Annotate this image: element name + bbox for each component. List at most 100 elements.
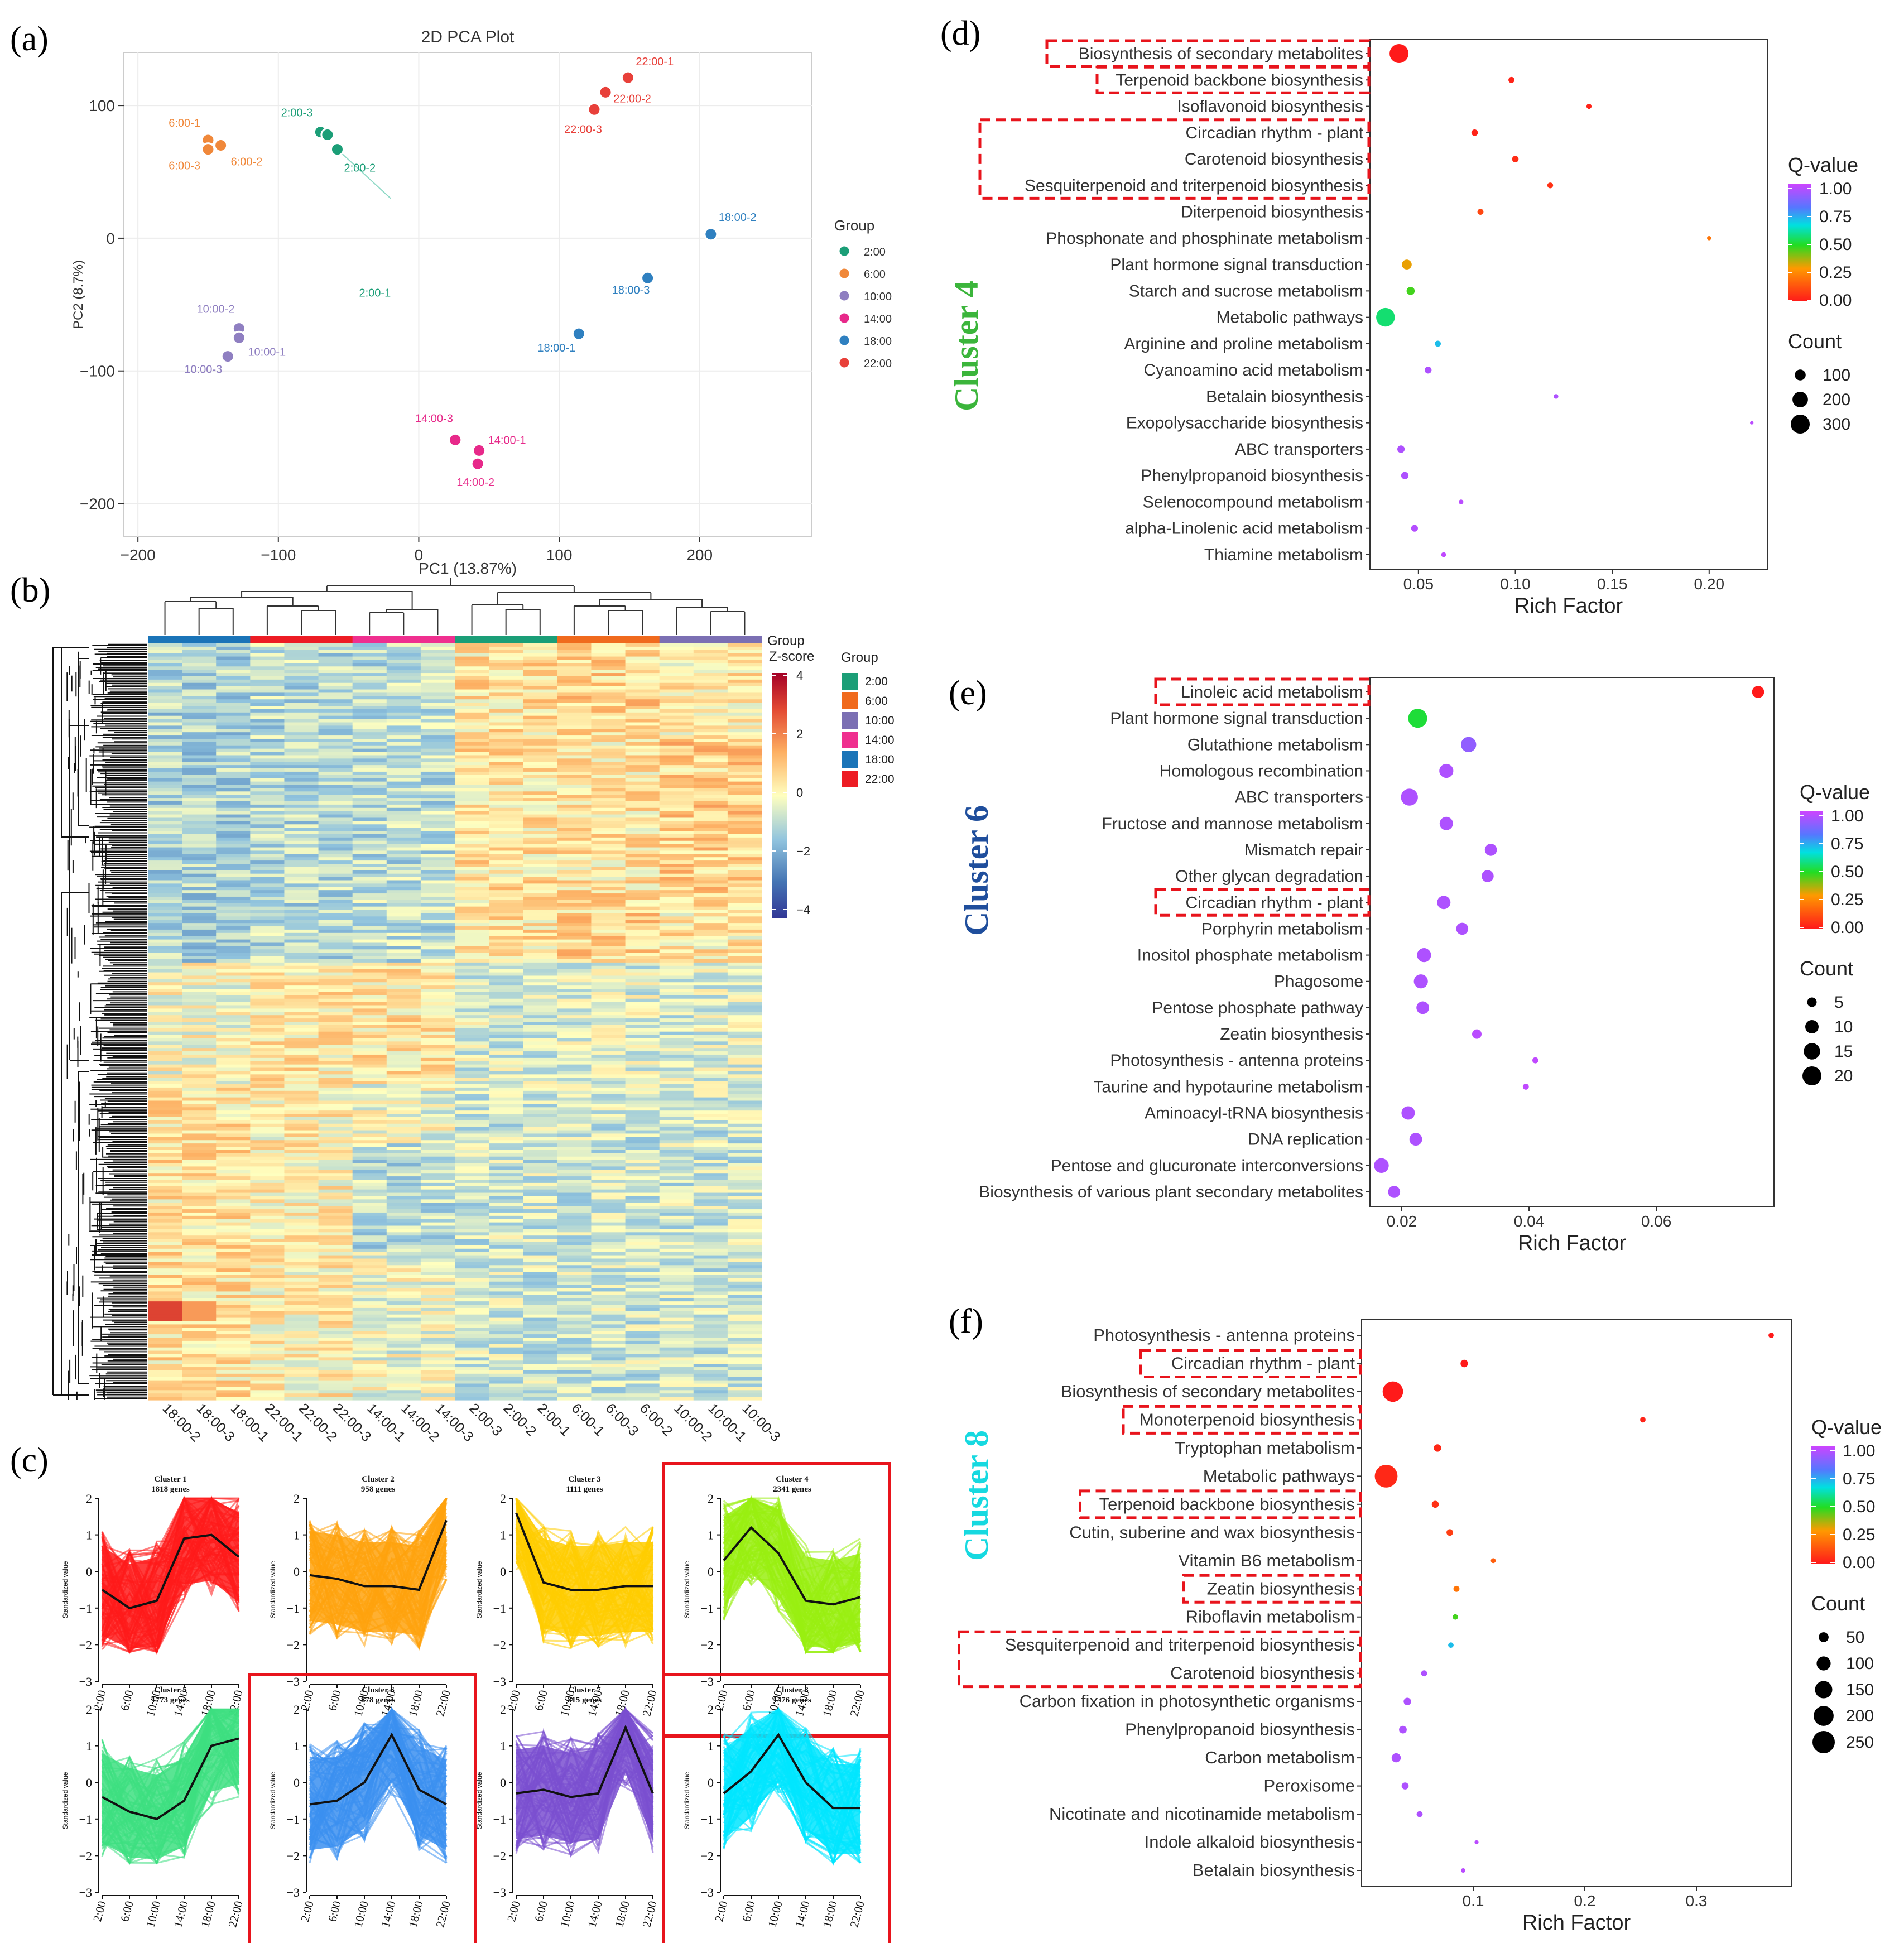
heatmap-cell [727,762,762,766]
heatmap-cell [557,1064,592,1069]
heatmap-cell [352,817,387,821]
heatmap-cell [659,1397,694,1401]
heatmap-cell [284,1272,319,1276]
heatmap-cell [727,804,762,809]
heatmap-cell [148,1275,182,1279]
heatmap-cell [489,1041,523,1045]
heatmap-cell [523,1324,557,1328]
heatmap-cell [250,1265,285,1269]
heatmap-cell [591,1229,626,1233]
heatmap-cell [693,1002,728,1006]
heatmap-cell [659,1340,694,1345]
heatmap-cell [148,1387,182,1391]
heatmap-cell [250,1285,285,1289]
heatmap-cell [455,663,489,667]
heatmap-cell [557,1235,592,1239]
heatmap-cell [523,890,557,894]
heatmap-cell [455,1143,489,1147]
heatmap-cell [386,1120,421,1124]
heatmap-cell [250,1252,285,1256]
heatmap-cell [386,1123,421,1128]
heatmap-cell [693,650,728,654]
heatmap-cell [727,831,762,835]
heatmap-cell [420,1206,455,1210]
heatmap-cell [557,666,592,670]
heatmap-cell [591,873,626,878]
heatmap-cell [182,929,217,934]
heatmap-cell [352,975,387,979]
heatmap-cell [557,1377,592,1381]
heatmap-cell [284,985,319,989]
heatmap-cell [250,1041,285,1045]
heatmap-cell [216,1215,251,1220]
heatmap-cell [216,807,251,812]
heatmap-cell [216,844,251,848]
heatmap-cell [420,860,455,864]
heatmap-cell [386,1084,421,1088]
heatmap-cell [523,939,557,944]
heatmap-cell [352,1137,387,1141]
heatmap-cell [386,1176,421,1180]
heatmap-cell [523,1248,557,1253]
heatmap-cell [420,936,455,940]
heatmap-cell [386,1041,421,1045]
heatmap-cell [455,840,489,845]
heatmap-cell [523,1090,557,1095]
heatmap-cell [182,979,217,983]
heatmap-cell [386,1163,421,1167]
heatmap-cell [727,788,762,792]
heatmap-cell [523,1239,557,1243]
heatmap-cell [625,663,660,667]
heatmap-cell [659,689,694,694]
heatmap-cell [625,1064,660,1069]
heatmap-cell [352,1340,387,1345]
heatmap-cell [659,893,694,897]
heatmap-cell [455,725,489,729]
heatmap-cell [386,1199,421,1203]
heatmap-cell [148,1235,182,1239]
heatmap-cell [523,1212,557,1216]
heatmap-cell [693,817,728,821]
heatmap-cell [352,1258,387,1262]
heatmap-cell [352,1245,387,1249]
heatmap-cell [455,1147,489,1151]
heatmap-cell [659,679,694,684]
heatmap-cell [625,1219,660,1223]
heatmap-cell [182,1206,217,1210]
heatmap-cell [318,1107,353,1111]
heatmap-cell [557,890,592,894]
heatmap-cell [659,1163,694,1167]
heatmap-cell [284,1179,319,1184]
heatmap-cell [625,1130,660,1134]
heatmap-cell [557,936,592,940]
heatmap-cell [557,1360,592,1364]
heatmap-cell [489,686,523,690]
heatmap-cell [591,949,626,953]
heatmap-cell [250,673,285,677]
heatmap-cell [318,814,353,819]
heatmap-cell [250,883,285,887]
heatmap-cell [693,1031,728,1036]
heatmap-cell [284,1084,319,1088]
heatmap-cell [250,762,285,766]
heatmap-cell [216,880,251,884]
heatmap-cell [386,1255,421,1259]
heatmap-cell [489,1281,523,1286]
heatmap-cell [693,788,728,792]
heatmap-cell [182,1022,217,1026]
heatmap-cell [523,1130,557,1134]
heatmap-cell [455,949,489,953]
heatmap-cell [284,1334,319,1338]
heatmap-cell [659,942,694,946]
heatmap-cell [318,1225,353,1230]
heatmap-cell [386,775,421,779]
heatmap-cell [352,1317,387,1322]
heatmap-cell [250,1222,285,1227]
heatmap-cell [420,1212,455,1216]
heatmap-cell [591,1137,626,1141]
heatmap-cell [386,1015,421,1019]
annotation-cell [148,636,182,644]
pca-point-label: 18:00-2 [719,211,757,224]
heatmap-cell [386,1127,421,1131]
heatmap-cell [284,1314,319,1319]
